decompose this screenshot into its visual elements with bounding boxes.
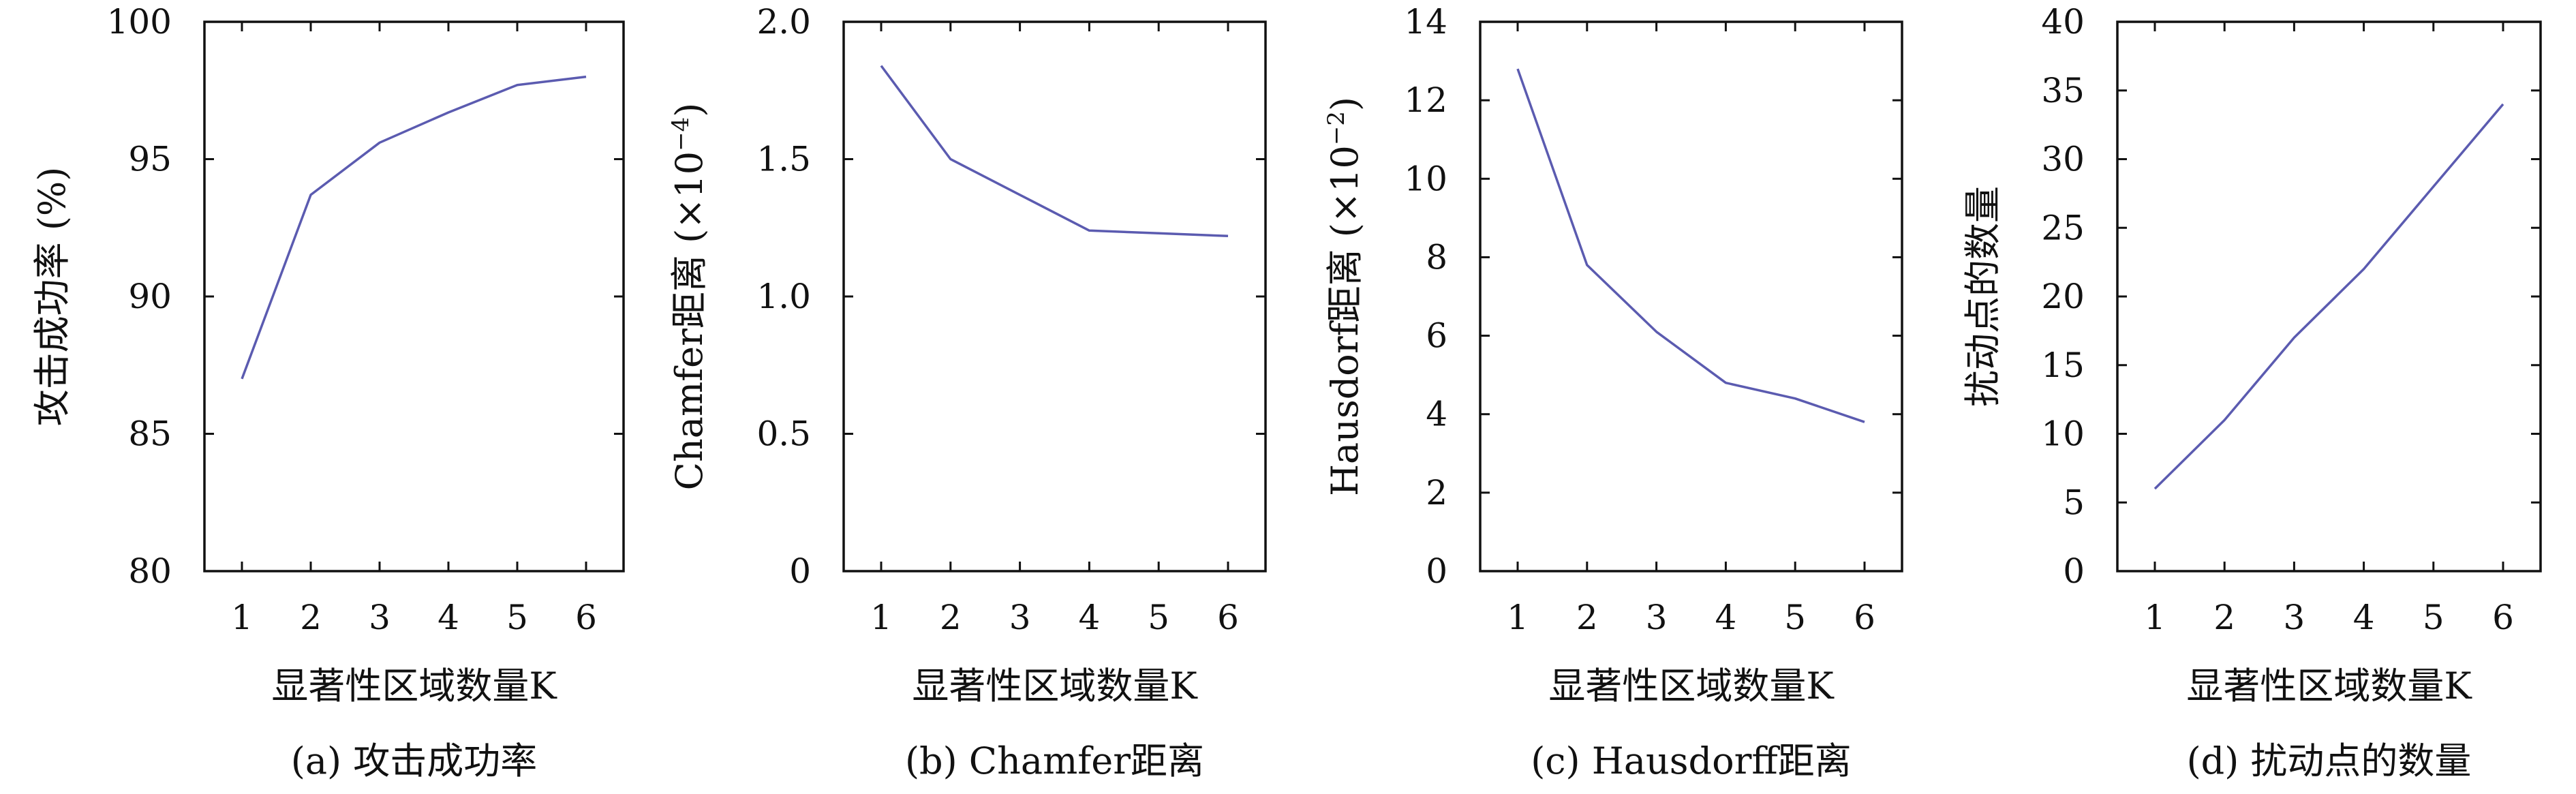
- y-tick-label: 4: [1426, 395, 1447, 434]
- y-tick-label: 14: [1404, 2, 1447, 42]
- x-tick-label: 2: [300, 598, 322, 637]
- y-tick-label: 0: [789, 551, 811, 591]
- x-tick-label: 5: [1784, 598, 1806, 637]
- panel-caption: (a) 攻击成功率: [291, 739, 538, 782]
- x-tick-label: 1: [231, 598, 253, 637]
- y-axis-label: Chamfer距离 (×10−4): [667, 103, 711, 491]
- x-axis-label: 显著性区域数量K: [1548, 665, 1835, 707]
- y-tick-label: 90: [128, 277, 172, 316]
- series-line: [241, 75, 587, 380]
- y-axis-label: 扰动点的数量: [1961, 186, 2004, 407]
- y-tick-label: 30: [2041, 140, 2085, 179]
- y-tick-label: 1.5: [756, 140, 811, 179]
- x-tick-label: 2: [2213, 598, 2235, 637]
- y-axis-label-exponent: −2: [1323, 111, 1350, 145]
- plot-frame: [842, 20, 1267, 572]
- y-tick-label: 100: [107, 2, 172, 42]
- y-tick-label: 10: [2041, 414, 2085, 454]
- x-axis-label: 显著性区域数量K: [912, 665, 1198, 707]
- x-tick-label: 6: [575, 598, 597, 637]
- y-tick-label: 10: [1404, 159, 1447, 198]
- x-tick-label: 5: [2423, 598, 2444, 637]
- y-axis-label-exponent: −4: [667, 117, 694, 151]
- x-axis-label: 显著性区域数量K: [271, 665, 557, 707]
- y-tick-label: 1.0: [756, 277, 811, 316]
- y-tick-label: 25: [2041, 208, 2085, 247]
- y-tick-label: 8: [1426, 237, 1447, 277]
- y-tick-label: 0: [1426, 551, 1447, 591]
- y-tick-label: 6: [1426, 316, 1447, 356]
- panel-d: 1 2 3 4 5 6 0 5 10 15 20 25 30 35 40 显著性区域数量K (d) 扰动点的数量…: [1961, 2, 2542, 782]
- y-tick-label: 95: [128, 140, 172, 179]
- x-tick-label: 4: [438, 598, 459, 637]
- x-tick-label: 2: [940, 598, 962, 637]
- x-tick-label: 2: [1576, 598, 1598, 637]
- x-tick-label: 6: [1217, 598, 1239, 637]
- x-tick-label: 4: [1715, 598, 1736, 637]
- x-tick-label: 3: [369, 598, 390, 637]
- x-tick-label: 3: [1009, 598, 1031, 637]
- y-tick-label: 85: [128, 414, 172, 454]
- x-tick-label: 3: [1646, 598, 1668, 637]
- plot-frame: [1479, 20, 1903, 572]
- y-axis-label-close-paren: ): [668, 103, 711, 117]
- panel-a: 1 2 3 4 5 6 80 85 90 95 100 显著性区域数量K (a) 攻击成功率 攻击成功率 …: [31, 2, 625, 782]
- panel-caption: (c) Hausdorff距离: [1531, 739, 1852, 782]
- x-tick-label: 6: [2492, 598, 2514, 637]
- x-tick-label: 4: [1078, 598, 1100, 637]
- x-tick-label: 3: [2283, 598, 2305, 637]
- plot-frame: [203, 20, 625, 572]
- x-tick-label: 5: [506, 598, 528, 637]
- x-tick-label: 4: [2353, 598, 2375, 637]
- x-tick-label: 1: [2144, 598, 2166, 637]
- series-line: [1516, 68, 1865, 423]
- y-tick-label: 20: [2041, 277, 2085, 316]
- series-line: [880, 65, 1229, 238]
- y-tick-label: 12: [1404, 80, 1447, 120]
- y-axis-label-close-paren: ): [1323, 97, 1366, 111]
- y-axis-label: Hausdorf距离 (×10−2): [1323, 97, 1366, 496]
- x-tick-label: 1: [870, 598, 892, 637]
- series-line: [2153, 103, 2504, 490]
- y-tick-label: 80: [128, 551, 172, 591]
- y-tick-label: 2.0: [756, 2, 811, 42]
- plot-frame: [2116, 20, 2542, 572]
- y-axis-label: 攻击成功率 (%): [31, 167, 74, 427]
- x-tick-label: 6: [1854, 598, 1875, 637]
- x-axis-label: 显著性区域数量K: [2186, 665, 2472, 707]
- y-tick-label: 5: [2063, 483, 2085, 522]
- panel-caption: (b) Chamfer距离: [905, 739, 1204, 782]
- y-tick-label: 0.5: [756, 414, 811, 454]
- y-tick-label: 40: [2041, 2, 2085, 42]
- y-tick-label: 0: [2063, 551, 2085, 591]
- x-tick-label: 5: [1148, 598, 1169, 637]
- y-tick-label: 2: [1426, 473, 1447, 513]
- panel-caption: (d) 扰动点的数量: [2187, 739, 2472, 782]
- y-tick-label: 15: [2041, 346, 2085, 385]
- y-tick-label: 35: [2041, 71, 2085, 110]
- panel-b: 1 2 3 4 5 6 0 0.5 1.0 1.5 2.0 显著性区域数量K (b) Chamfer距离…: [667, 2, 1267, 782]
- x-tick-label: 1: [1507, 598, 1529, 637]
